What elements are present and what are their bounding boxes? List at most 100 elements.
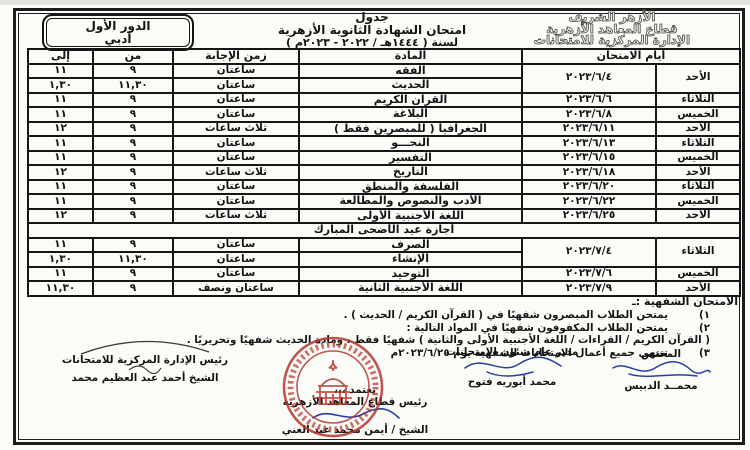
date-cell: ٢٠٢٣/٦/١٥ [520, 149, 658, 166]
subject-cell: الأدب والنصوص والمطالعة [297, 193, 523, 210]
notes-heading: الامتحان الشفهية :ـ [632, 295, 738, 308]
title-exam-name: امتحان الشهادة الثانوية الأزهرية [277, 23, 467, 37]
sig-director-title: مدير عام شئون الامتحانات [445, 346, 579, 358]
schedule-row: الثلاثاء ٢٠٢٣/٦/٢٠ الفلسفة والمنطق ساعتان ٩ ١… [26, 178, 741, 195]
to-time-cell: ١١ [26, 193, 94, 210]
date-cell: ٢٠٢٣/٦/١١ [520, 120, 658, 137]
to-time-cell: ١١ [26, 106, 94, 123]
subject-cell: الفلسفة والمنطق [297, 178, 523, 195]
date-cell: ٢٠٢٣/٧/٦ [520, 265, 658, 282]
sig-approval-title: رئيس قطاع المعاهد الأزهرية [282, 396, 428, 408]
col-header-from: من [91, 48, 174, 65]
sig-chairman-name: الشيخ أحمد عبد العظيم محمد [71, 372, 219, 384]
duration-cell: ساعتان [171, 265, 300, 282]
to-time-cell: ١٢ [26, 207, 94, 224]
note-item: ٢) يمتحن الطلاب المكفوفون شفهيًا في الموا… [8, 321, 738, 334]
date-cell: ٢٠٢٣/٦/٤ [520, 62, 658, 94]
day-cell: الثلاثاء [655, 178, 741, 195]
day-cell: الأحد [655, 280, 741, 297]
duration-cell: ساعتان ونصف [171, 280, 300, 297]
day-cell: الخميس [655, 106, 741, 123]
schedule-row: الخميس ٢٠٢٣/٦/٨ البلاغة ساعتان ٩ ١١ [26, 106, 741, 123]
signature-scribble [612, 361, 711, 378]
to-time-cell: ١,٣٠ [26, 77, 94, 94]
mosque-icon [314, 359, 352, 405]
day-cell: الثلاثاء [655, 135, 741, 152]
table-header-row: أيام الامتحان المادة زمن الإجابة من إلى [26, 48, 742, 65]
day-cell: الخميس [655, 149, 741, 166]
sig-specialist-name: محمــد الدبيس [624, 380, 698, 392]
duration-cell: ساعتان [171, 106, 300, 123]
duration-cell: ساعتان [171, 251, 300, 268]
day-cell: الأحد [655, 164, 741, 181]
subject-cell: التوحيد [297, 265, 523, 282]
schedule-row: الخميس ٢٠٢٣/٧/٦ التوحيد ساعتان ٩ ١١ [26, 265, 741, 282]
note-item: ١) يمتحن الطلاب المبصرون شفهيًا في ( القر… [8, 310, 738, 321]
duration-cell: ساعتان [171, 178, 300, 195]
date-cell: ٢٠٢٣/٦/١٨ [520, 164, 658, 181]
from-time-cell: ٩ [91, 91, 174, 108]
badge-track-label: أدبي [104, 31, 132, 46]
day-cell: الأحد [655, 62, 741, 94]
to-time-cell: ١١ [26, 178, 94, 195]
from-time-cell: ٩ [91, 120, 174, 137]
red-stamp-seal [282, 336, 384, 438]
subject-cell: الجغرافيا ( للمبصرين فقط ) [297, 120, 523, 137]
sig-chairman-block: رئيس الإدارة المركزية للامتحانات الشيخ أ… [46, 340, 244, 384]
from-time-cell: ٩ [91, 164, 174, 181]
sig-director-block: مدير عام شئون الامتحانات محمد أبوريه فتو… [424, 346, 600, 388]
from-time-cell: ٩ [91, 106, 174, 123]
signature-scribble [312, 407, 400, 419]
duration-cell: ساعتان [171, 91, 300, 108]
badge-round-label: الدور الأول [85, 18, 151, 33]
from-time-cell: ٩ [91, 280, 174, 297]
duration-cell: ساعتان [171, 149, 300, 166]
schedule-row: الأحد ٢٠٢٣/٦/١٨ التاريخ ثلاث ساعات ٩ ١٢ [26, 164, 741, 181]
day-cell: الخميس [655, 265, 741, 282]
signature-arc [80, 340, 210, 355]
title-word: جدول [355, 10, 389, 24]
date-cell: ٢٠٢٣/٧/٩ [520, 280, 658, 297]
date-cell: ٢٠٢٣/٦/٢٥ [520, 207, 658, 224]
schedule-row: الأحد ٢٠٢٣/٦/٤ الفقه ساعتان ٩ ١١ [26, 62, 741, 94]
day-cell: الخميس [655, 193, 741, 210]
to-time-cell: ١٢ [26, 120, 94, 137]
subject-cell: الإنشاء [297, 251, 523, 268]
to-time-cell: ١١ [26, 62, 94, 79]
from-time-cell: ٩ [91, 135, 174, 152]
schedule-row: الأحد ٢٠٢٣/٧/٩ اللغة الأجنبية الثانية ساعتا… [26, 280, 741, 297]
col-header-duration: زمن الإجابة [171, 48, 300, 65]
from-time-cell: ٩ [91, 178, 174, 195]
duration-cell: ساعتان [171, 135, 300, 152]
date-cell: ٢٠٢٣/٦/٨ [520, 106, 658, 123]
duration-cell: ساعتان [171, 193, 300, 210]
subject-cell: التاريخ [297, 164, 523, 181]
exam-schedule-table: أيام الامتحان المادة زمن الإجابة من إلى … [26, 48, 742, 297]
col-header-days: أيام الامتحان [520, 48, 742, 65]
schedule-row: الخميس ٢٠٢٣/٦/١٥ التفسير ساعتان ٩ ١١ [26, 149, 741, 166]
subject-cell: اللغة الأجنبية الثانية [297, 280, 523, 297]
schedule-row: الثلاثاء ٢٠٢٣/٧/٤ الصرف ساعتان ٩ ١١ [26, 236, 741, 268]
date-cell: ٢٠٢٣/٦/٢٢ [520, 193, 658, 210]
note-item: ٣) تنتهي جميع أعمال الامتحانات الشفهية يو… [8, 347, 738, 359]
org-line-3: الإدارة المركزية للامتحانات [533, 33, 691, 47]
sig-approval-word: يعتمد ،،، [333, 384, 377, 396]
from-time-cell: ٩ [91, 149, 174, 166]
sig-specialist-title: المختص [641, 348, 681, 360]
holiday-cell: أجازة عيد الأضحى المبارك [26, 222, 742, 239]
schedule-row: الخميس ٢٠٢٣/٦/٢٢ الأدب والنصوص والمطالعة سا… [26, 193, 741, 210]
from-time-cell: ٩ [91, 236, 174, 253]
to-time-cell: ١١ [26, 91, 94, 108]
org-line-1: الأزهر الشريف [568, 10, 656, 24]
subject-cell: البلاغة [297, 106, 523, 123]
signature-scribble [128, 365, 162, 374]
col-header-subject: المادة [297, 48, 523, 65]
holiday-row: أجازة عيد الأضحى المبارك [26, 222, 742, 239]
date-cell: ٢٠٢٣/٧/٤ [520, 236, 658, 268]
schedule-row: الثلاثاء ٢٠٢٣/٦/٦ القرآن الكريم ساعتان ٩ ١١ [26, 91, 741, 108]
note-marker: ٢) [698, 321, 710, 334]
title-year: لسنة ( ١٤٤٤هـ / ٢٠٢٢ - ٢٠٢٣م ) [286, 36, 458, 49]
note-text: يمتحن الطلاب المبصرون شفهيًا في ( القرآن… [343, 309, 668, 321]
org-line-2: قطاع المعاهد الأزهرية [546, 21, 678, 36]
